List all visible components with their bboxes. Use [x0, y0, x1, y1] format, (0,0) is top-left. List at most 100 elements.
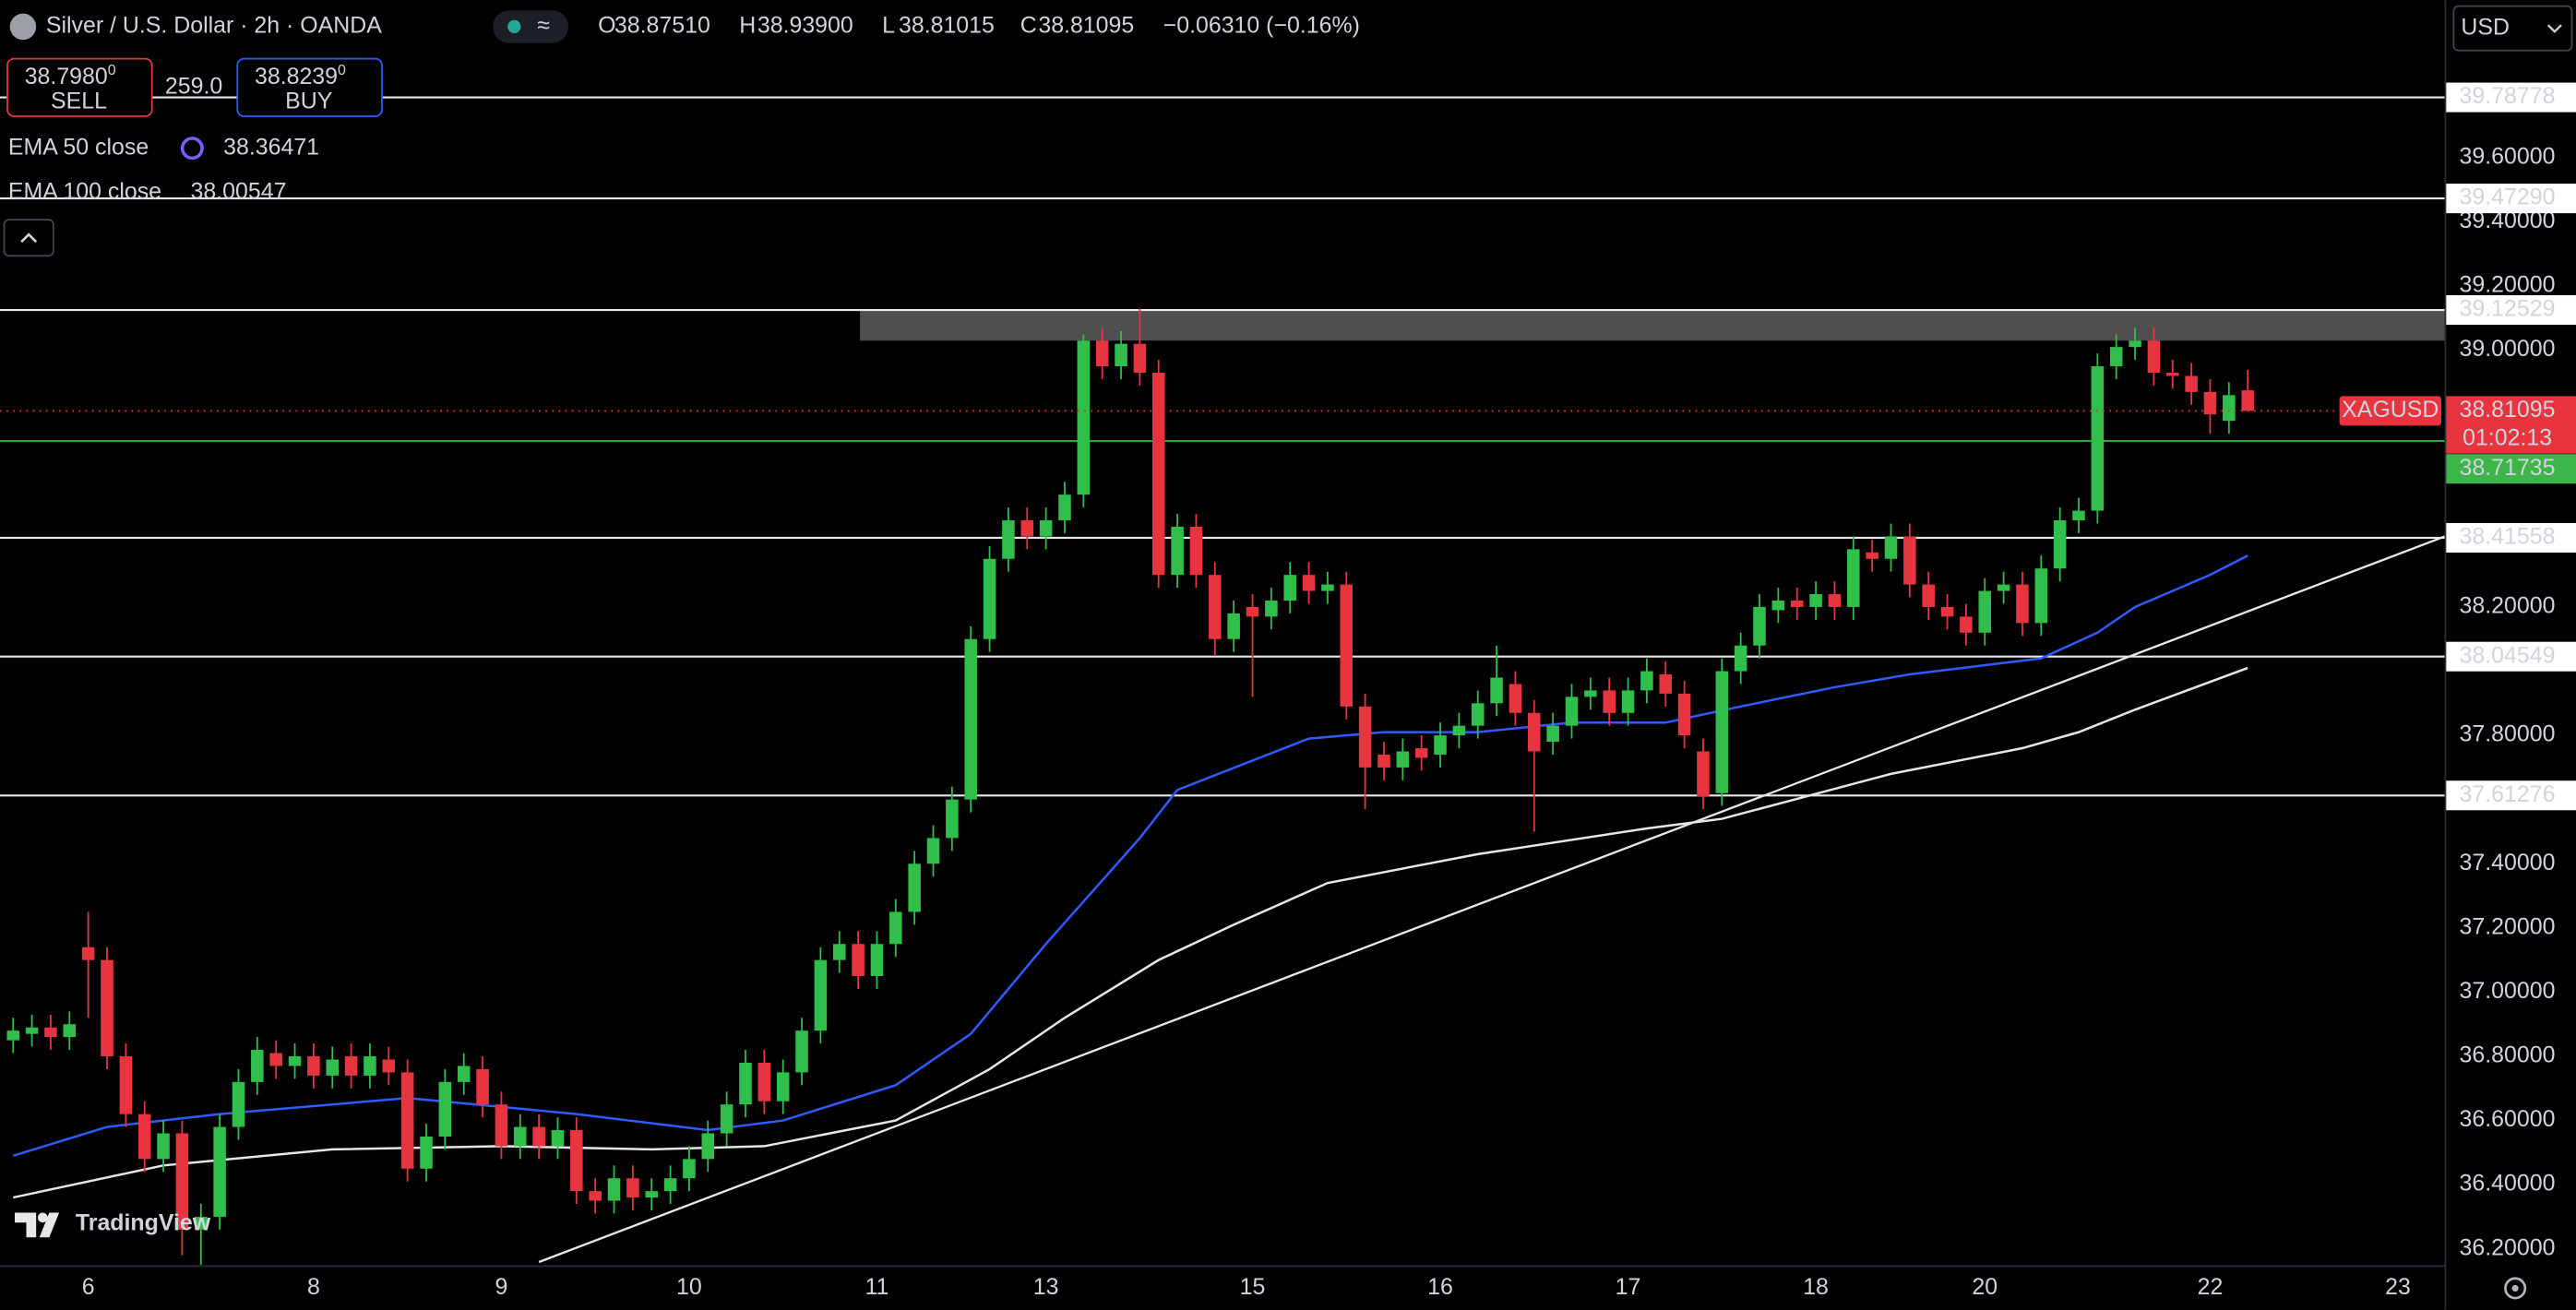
legend-value: 38.00547 [191, 178, 287, 204]
candle-body [1659, 674, 1673, 694]
candle-body [1340, 584, 1354, 707]
candle-body [1753, 606, 1766, 646]
legend-label: EMA 50 close [8, 134, 149, 160]
level-label-box [2446, 295, 2576, 326]
candle-body [175, 1133, 189, 1230]
candle-body [2185, 375, 2198, 392]
collapse-button[interactable] [3, 219, 54, 257]
candle-body [1697, 751, 1710, 797]
legend-value: 38.36471 [223, 134, 319, 160]
candle-body [1940, 606, 1954, 617]
sell-button[interactable] [6, 57, 153, 117]
buy-label: BUY [285, 88, 333, 113]
y-tick-label: 37.80000 [2460, 721, 2556, 747]
ema-line [12, 666, 2248, 1199]
ohlc-value: 38.81095 [1038, 12, 1134, 38]
candle-body [1039, 520, 1053, 537]
candle-body [701, 1133, 715, 1160]
settings-icon[interactable] [2504, 1277, 2527, 1300]
candle-body [720, 1104, 733, 1134]
buy-button[interactable] [236, 57, 383, 117]
candle-body [1002, 520, 1015, 559]
last-price-box [2446, 396, 2576, 454]
candle-body [946, 799, 959, 839]
price: 38.7980 [25, 64, 108, 89]
candle-body [1509, 684, 1522, 713]
change: −0.06310 (−0.16%) [1163, 12, 1360, 38]
candle-body [1358, 706, 1372, 768]
candle-body [495, 1104, 508, 1147]
level-label-box [2446, 641, 2576, 672]
candle-body [1866, 552, 1878, 559]
currency-select[interactable] [2452, 5, 2573, 52]
ema-line [12, 554, 2248, 1158]
candle-body [1603, 690, 1616, 713]
y-tick-label: 36.20000 [2460, 1234, 2556, 1260]
level-label-box [2446, 780, 2576, 811]
y-tick-label: 37.40000 [2460, 850, 2556, 875]
ohlc-key: L [882, 12, 895, 38]
spread: 259.0 [165, 73, 222, 99]
level-label: 37.61276 [2460, 781, 2556, 807]
candle-body [2072, 510, 2085, 521]
candle-body [870, 944, 884, 977]
candle-body [1020, 520, 1034, 537]
candle-body [1434, 735, 1447, 755]
candle-body [6, 1030, 20, 1041]
y-tick-label: 39.60000 [2460, 143, 2556, 169]
sell-label: SELL [51, 88, 107, 113]
candle-body [1209, 575, 1222, 639]
x-tick-label: 16 [1427, 1274, 1453, 1300]
candle-body [195, 1216, 208, 1230]
candle-body [814, 959, 828, 1031]
candle-body [551, 1130, 565, 1147]
sell-price: 38.79800 [25, 62, 116, 89]
candle-body [2016, 584, 2029, 624]
candle-body [1528, 712, 1541, 752]
currency: USD [2461, 14, 2510, 40]
candle-body [1640, 671, 1653, 691]
candle-body [795, 1030, 808, 1073]
candle-body [2109, 347, 2123, 367]
symbol-label-box [2339, 396, 2441, 426]
candle-body [364, 1056, 376, 1076]
candle-body [1133, 343, 1147, 373]
candle-body [513, 1126, 527, 1147]
level-label: 38.04549 [2460, 642, 2556, 668]
candle-body [1546, 725, 1559, 743]
candle-body [889, 911, 902, 945]
y-tick-label: 36.40000 [2460, 1171, 2556, 1197]
x-tick-label: 22 [2198, 1274, 2224, 1300]
x-tick-label: 17 [1616, 1274, 1641, 1300]
candle-body [1677, 693, 1691, 736]
candle-body [269, 1053, 282, 1066]
legend-icon[interactable] [180, 137, 204, 161]
candle-body [1058, 494, 1071, 521]
candle-body [532, 1126, 545, 1147]
candle-body [1321, 584, 1334, 591]
candle-body [1847, 549, 1860, 607]
legend-label: EMA 100 close [8, 178, 161, 204]
candle-body [1283, 575, 1296, 601]
candle-body [1471, 703, 1485, 726]
candle-body [570, 1130, 583, 1192]
candle-body [344, 1056, 358, 1076]
x-tick-label: 13 [1033, 1274, 1059, 1300]
status-pill[interactable] [493, 10, 569, 43]
candle-body [476, 1068, 489, 1105]
candle-body [1960, 616, 1973, 633]
level-label: 39.47290 [2460, 185, 2556, 210]
countdown: 01:02:13 [2463, 424, 2552, 450]
candle-body [44, 1027, 57, 1038]
settings-icon [2511, 1284, 2519, 1292]
candle-body [2129, 340, 2141, 348]
level-label-box [2446, 184, 2576, 214]
caret-icon [2546, 24, 2562, 33]
candle-body [81, 947, 95, 960]
y-tick-label: 39.20000 [2460, 272, 2556, 298]
x-tick-label: 11 [865, 1274, 889, 1300]
candle-body [1246, 606, 1259, 617]
buy-price: 38.82390 [255, 62, 346, 89]
ohlc-value: 38.81015 [899, 12, 995, 38]
candle-body [2034, 568, 2048, 624]
